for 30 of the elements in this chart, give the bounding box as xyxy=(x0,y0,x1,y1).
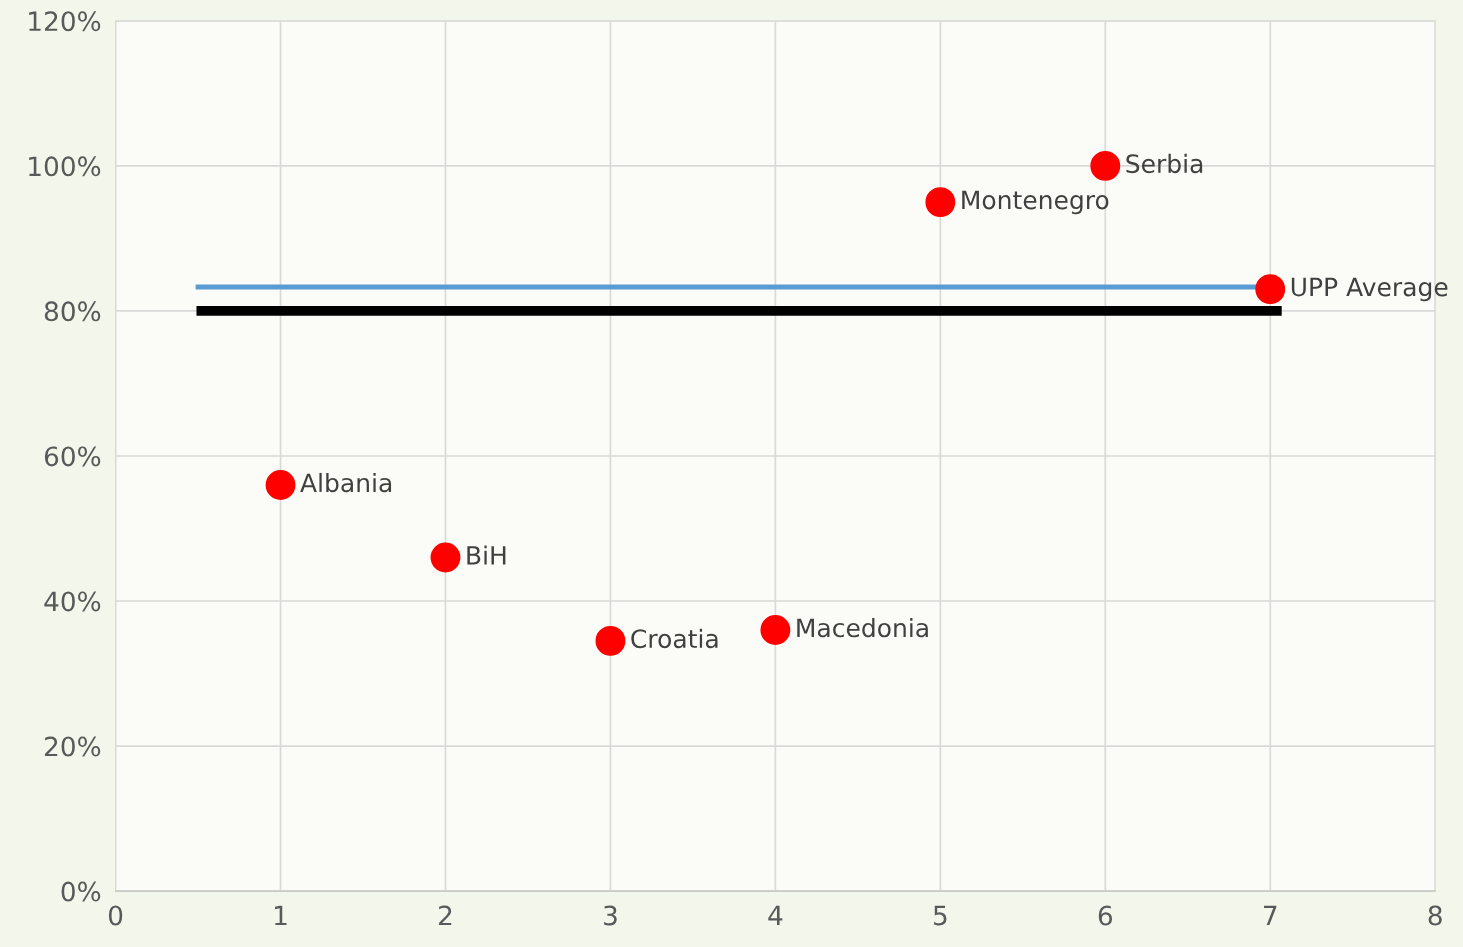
x-tick-label: 6 xyxy=(1098,905,1113,926)
x-tick-label: 5 xyxy=(933,905,947,926)
annotation: BiH xyxy=(467,545,506,565)
y-tick-label: 60% xyxy=(44,446,101,467)
x-tick-label: 4 xyxy=(768,905,783,926)
point xyxy=(265,470,296,500)
point xyxy=(925,187,956,218)
x-tick-label: 1 xyxy=(275,905,287,926)
annotation: Montenegro xyxy=(962,190,1109,215)
y-tick-label: 40% xyxy=(44,591,101,612)
y-tick-label: 0% xyxy=(61,881,101,902)
annotation: Croatia xyxy=(631,628,718,649)
x-tick-label: 2 xyxy=(439,905,452,926)
y-tick-label: 80% xyxy=(44,301,101,322)
annotation: Serbia xyxy=(1126,153,1203,174)
y-tick-label: 120% xyxy=(29,11,101,32)
x-tick-label: 7 xyxy=(1264,905,1277,926)
x-tick-label: 3 xyxy=(604,905,617,926)
point xyxy=(595,625,626,656)
point xyxy=(760,615,791,645)
annotation: UPP Average xyxy=(1291,277,1448,302)
y-tick-label: 100% xyxy=(29,156,101,177)
annotation: Macedonia xyxy=(797,617,928,638)
x-tick-label: 0 xyxy=(108,905,123,926)
point xyxy=(430,542,461,573)
point xyxy=(1255,274,1286,305)
x-tick-label: 8 xyxy=(1428,905,1442,926)
annotation: Albania xyxy=(300,472,392,493)
y-tick-label: 20% xyxy=(44,736,101,757)
point xyxy=(1090,150,1121,181)
